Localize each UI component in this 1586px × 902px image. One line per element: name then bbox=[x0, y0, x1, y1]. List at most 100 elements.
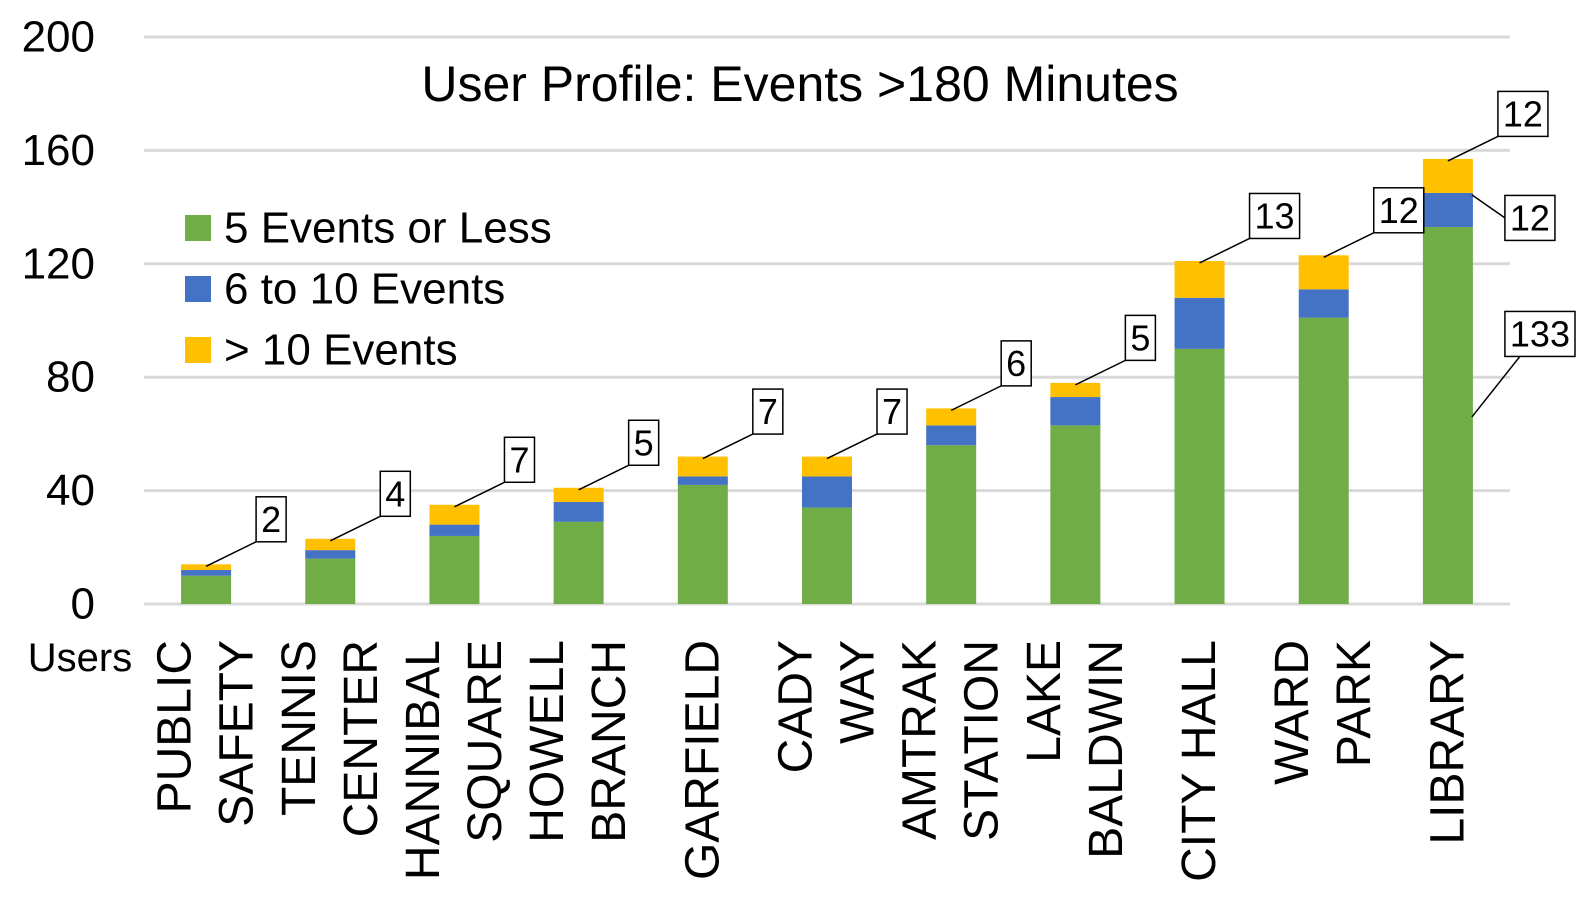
y-tick-label: 40 bbox=[46, 466, 95, 515]
callout-box bbox=[379, 470, 412, 518]
bar-segment bbox=[926, 445, 977, 604]
data-label: 2 bbox=[261, 499, 281, 540]
leader-line bbox=[1471, 355, 1521, 418]
bar-segment bbox=[553, 487, 604, 502]
callout-box bbox=[752, 388, 784, 435]
x-tick-label-group: TENNIS CENTER bbox=[273, 640, 388, 837]
x-tick-label-group: GARFIELD bbox=[676, 640, 729, 880]
bar-segment bbox=[1422, 158, 1473, 193]
callout-box bbox=[876, 388, 908, 435]
bar-segment bbox=[1422, 192, 1473, 227]
bar-segment bbox=[553, 501, 604, 522]
x-tick-label-group: WARD PARK bbox=[1266, 640, 1381, 785]
callout-box bbox=[255, 496, 287, 543]
y-tick-label: 120 bbox=[22, 239, 95, 288]
data-label: 7 bbox=[758, 391, 778, 432]
legend-swatch bbox=[185, 276, 211, 302]
leader-line bbox=[1075, 359, 1126, 386]
leader-line bbox=[1199, 237, 1250, 264]
leader-line bbox=[702, 433, 754, 460]
bar-segment bbox=[1422, 226, 1473, 604]
x-tick-label-group: LAKE BALDWIN bbox=[1018, 640, 1133, 859]
data-label: 6 bbox=[1006, 343, 1026, 384]
callout-box bbox=[1372, 187, 1425, 234]
bar-segment bbox=[802, 476, 852, 508]
bar-segment bbox=[1174, 297, 1225, 349]
callout-box bbox=[1504, 194, 1556, 242]
x-tick-label: CENTER bbox=[335, 640, 388, 837]
leader-line bbox=[454, 481, 505, 508]
callout-box bbox=[1124, 314, 1157, 362]
bar-segment bbox=[1298, 317, 1349, 604]
legend-swatch bbox=[185, 337, 211, 363]
leader-line bbox=[1471, 194, 1506, 219]
bar-segment bbox=[802, 507, 852, 604]
callout-box bbox=[1504, 310, 1576, 358]
bar-segment bbox=[1050, 397, 1101, 426]
bar-segment bbox=[181, 569, 232, 576]
x-tick-label: CITY HALL bbox=[1173, 640, 1226, 882]
x-tick-label-group: HANNIBAL SQUARE bbox=[397, 640, 512, 880]
x-tick-label-group: AMTRAK STATION bbox=[894, 640, 1009, 841]
x-tick-label-group: CADY WAY bbox=[770, 640, 885, 773]
bar-segment bbox=[305, 538, 356, 551]
leader-line bbox=[826, 433, 878, 460]
data-label: 12 bbox=[1379, 190, 1419, 231]
x-tick-label: CADY bbox=[770, 640, 823, 773]
bar-segment bbox=[305, 558, 356, 604]
data-label: 5 bbox=[1130, 317, 1150, 358]
x-tick-label: AMTRAK bbox=[894, 640, 947, 840]
x-tick-label-group: LIBRARY bbox=[1421, 640, 1474, 845]
x-tick-label: BRANCH bbox=[583, 640, 636, 843]
bar-segment bbox=[1298, 289, 1349, 318]
callout-box bbox=[503, 436, 536, 484]
x-tick-label: SAFETY bbox=[211, 640, 264, 827]
leader-line bbox=[578, 464, 629, 491]
x-tick-label-group: CITY HALL bbox=[1173, 640, 1226, 882]
x-tick-label: HANNIBAL bbox=[397, 640, 450, 880]
bar-segment bbox=[429, 535, 480, 604]
bar-segment bbox=[429, 524, 480, 536]
x-tick-label: WARD bbox=[1266, 640, 1319, 785]
data-label: 12 bbox=[1503, 93, 1543, 134]
bar-segment bbox=[181, 575, 232, 604]
x-tick-label: WAY bbox=[832, 640, 885, 744]
bar-segment bbox=[926, 425, 977, 446]
bar-segment bbox=[802, 456, 852, 477]
leader-line bbox=[950, 385, 1002, 412]
data-label: 4 bbox=[385, 473, 405, 514]
leader-line bbox=[205, 541, 257, 567]
x-tick-label: GARFIELD bbox=[676, 640, 729, 880]
bar-segment bbox=[926, 408, 977, 426]
x-tick-label: STATION bbox=[956, 640, 1009, 841]
x-tick-label: BALDWIN bbox=[1080, 640, 1133, 859]
bar-segment bbox=[1174, 260, 1225, 298]
leader-line bbox=[329, 515, 381, 542]
callout-box bbox=[1248, 192, 1301, 240]
x-tick-label-group: PUBLIC SAFETY bbox=[149, 640, 264, 827]
x-tick-label: LIBRARY bbox=[1421, 640, 1474, 845]
legend-swatch bbox=[185, 215, 211, 241]
legend-label: 6 to 10 Events bbox=[224, 265, 505, 314]
x-tick-label: LAKE bbox=[1018, 640, 1071, 763]
y-tick-label: 0 bbox=[71, 580, 95, 629]
bar-segment bbox=[677, 484, 728, 604]
legend-label: 5 Events or Less bbox=[224, 204, 552, 253]
bar-segment bbox=[677, 476, 728, 485]
y-tick-label: 200 bbox=[22, 13, 95, 62]
chart-title: User Profile: Events >180 Minutes bbox=[421, 56, 1178, 112]
y-tick-label: 80 bbox=[46, 353, 95, 402]
data-label: 133 bbox=[1510, 313, 1570, 354]
bar-segment bbox=[429, 504, 480, 525]
data-label: 12 bbox=[1510, 197, 1550, 238]
x-tick-label: HOWELL bbox=[521, 640, 574, 843]
axis-label: Users bbox=[28, 636, 132, 680]
bar-segment bbox=[1050, 382, 1101, 398]
bar-segment bbox=[181, 564, 232, 570]
data-label: 7 bbox=[882, 391, 902, 432]
leader-line bbox=[1323, 232, 1375, 258]
callout-box bbox=[627, 419, 660, 467]
callout-box bbox=[1497, 90, 1549, 138]
